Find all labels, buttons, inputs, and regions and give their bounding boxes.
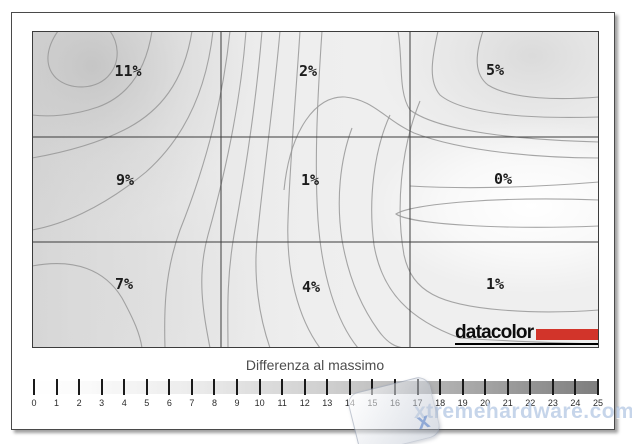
cell-value: 4% <box>302 278 320 296</box>
tick-label: 25 <box>592 398 603 408</box>
datacolor-logo-red-bar <box>536 329 599 340</box>
tick-label: 3 <box>99 398 105 408</box>
tick-line <box>551 379 554 395</box>
tick-label: 11 <box>277 398 287 408</box>
tick-label: 5 <box>144 398 150 408</box>
colorbar-gradient-strip <box>34 381 598 394</box>
tick-label: 8 <box>211 398 217 408</box>
contour-lines <box>32 31 599 348</box>
cell-value: 5% <box>486 61 504 79</box>
cell-value: 11% <box>114 62 141 80</box>
report-card: 11% 2% 5% 9% 1% 0% 7% 4% 1% datacolor Di… <box>11 12 615 430</box>
tick-line <box>574 379 577 395</box>
tick-label: 1 <box>54 398 60 408</box>
tick-label: 21 <box>502 398 513 408</box>
watermark-text: xtremehardware.com <box>414 400 632 423</box>
tick-label: 19 <box>457 398 468 408</box>
tick-line <box>236 379 239 395</box>
tick-line <box>597 379 599 395</box>
cell-value: 2% <box>299 62 317 80</box>
tick-line <box>33 379 35 395</box>
cell-value: 0% <box>494 170 512 188</box>
datacolor-logo-text: datacolor <box>455 322 534 343</box>
tick-label: 6 <box>166 398 172 408</box>
tick-line <box>461 379 464 395</box>
contour-plot: 11% 2% 5% 9% 1% 0% 7% 4% 1% <box>32 31 599 348</box>
cell-value: 1% <box>486 275 504 293</box>
tick-label: 2 <box>76 398 82 408</box>
tick-line <box>55 379 58 395</box>
tick-line <box>123 379 126 395</box>
tick-label: 0 <box>31 398 37 408</box>
grid-lines <box>32 31 599 348</box>
tick-label: 12 <box>299 398 310 408</box>
tick-line <box>371 379 374 395</box>
tick-line <box>439 379 442 395</box>
cell-value-labels: 11% 2% 5% 9% 1% 0% 7% 4% 1% <box>114 61 512 296</box>
cell-value: 9% <box>116 171 134 189</box>
tick-label: 20 <box>480 398 491 408</box>
tick-line <box>303 379 306 395</box>
tick-line <box>78 379 81 395</box>
tick-label: 9 <box>234 398 240 408</box>
tick-line <box>100 379 103 395</box>
tick-line <box>506 379 509 395</box>
cell-value: 7% <box>115 275 133 293</box>
tick-line <box>213 379 216 395</box>
plot-background <box>32 31 599 348</box>
tick-line <box>190 379 193 395</box>
cell-value: 1% <box>301 171 319 189</box>
tick-line <box>258 379 261 395</box>
tick-label: 24 <box>570 398 581 408</box>
plot-border <box>32 31 599 348</box>
tick-line <box>281 379 284 395</box>
datacolor-logo: datacolor <box>455 322 599 345</box>
tick-label: 4 <box>121 398 127 408</box>
watermark-x-icon: x <box>414 407 433 435</box>
tick-line <box>529 379 532 395</box>
tick-line <box>326 379 329 395</box>
tick-label: 7 <box>189 398 195 408</box>
tick-label: 10 <box>254 398 265 408</box>
tick-label: 22 <box>525 398 536 408</box>
tick-label: 23 <box>547 398 558 408</box>
tick-line <box>168 379 171 395</box>
colorbar-title: Differenza al massimo <box>245 357 385 373</box>
tick-line <box>145 379 148 395</box>
tick-line <box>484 379 487 395</box>
tick-line <box>348 379 351 395</box>
tick-label: 13 <box>322 398 333 408</box>
tick-label: 18 <box>435 398 446 408</box>
